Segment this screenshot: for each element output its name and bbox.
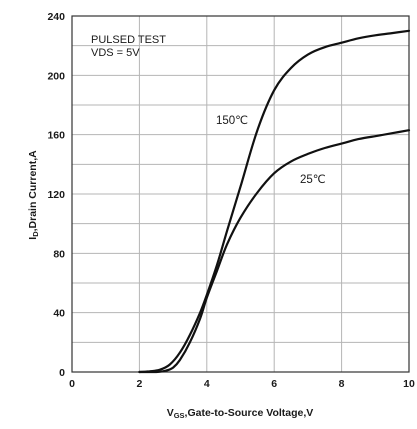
x-tick-label: 2: [136, 378, 142, 390]
x-axis-label: VGS,Gate-to-Source Voltage,V: [167, 407, 314, 420]
x-tick-label: 6: [271, 378, 277, 390]
y-tick-label: 160: [47, 130, 65, 142]
series-label-25c: 25℃: [300, 174, 326, 186]
y-tick-label: 200: [47, 70, 65, 82]
x-tick-label: 10: [403, 378, 415, 390]
x-tick-labels: 0 2 4 6 8 10: [69, 378, 415, 390]
series-label-150c: 150℃: [216, 115, 248, 127]
x-tick-label: 8: [339, 378, 345, 390]
grid: [72, 16, 409, 372]
y-axis-label: ID,Drain Current,A: [27, 150, 40, 240]
x-tick-label: 0: [69, 378, 75, 390]
test-conditions-note: PULSED TEST VDS = 5V: [91, 34, 166, 59]
y-tick-label: 120: [47, 189, 65, 201]
y-tick-label: 80: [53, 248, 65, 260]
y-tick-label: 0: [59, 367, 65, 379]
x-tick-label: 4: [204, 378, 210, 390]
y-tick-label: 40: [53, 308, 65, 320]
note-line-2: VDS = 5V: [91, 47, 140, 59]
y-tick-label: 240: [47, 11, 65, 23]
y-tick-labels: 0 40 80 120 160 200 240: [47, 11, 65, 379]
note-line-1: PULSED TEST: [91, 34, 166, 46]
